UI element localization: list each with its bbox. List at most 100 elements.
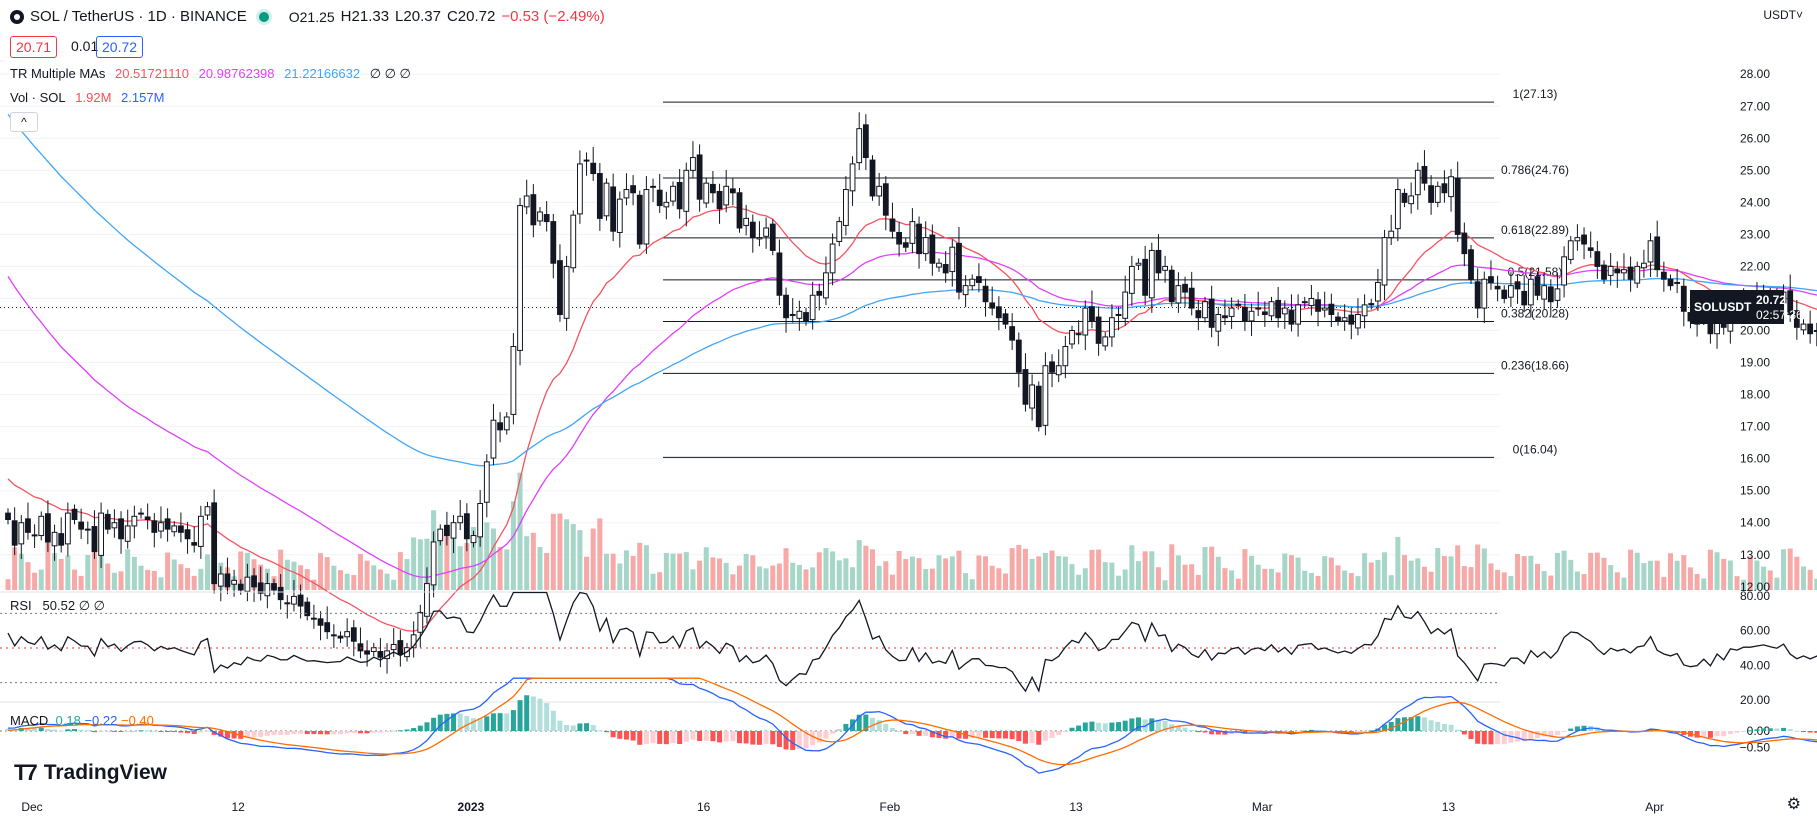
macd-histogram-bar [557, 720, 563, 731]
macd-histogram-bar [1382, 724, 1388, 731]
candle-body [809, 294, 816, 321]
candle-body [324, 622, 331, 633]
candle-body [783, 294, 789, 319]
volume-bar [1315, 575, 1321, 590]
volume-bar [1335, 565, 1341, 590]
volume-bar [823, 548, 829, 590]
candle-body [1674, 281, 1681, 284]
volume-bar [464, 543, 470, 590]
volume-bar [1102, 562, 1108, 590]
volume-bar [1049, 550, 1055, 590]
ma-legend[interactable]: TR Multiple MAs 20.51721110 20.98762398 … [10, 66, 417, 82]
macd-histogram-bar [916, 731, 922, 736]
volume-bar [863, 545, 869, 590]
volume-bar [1428, 571, 1434, 590]
volume-bar [1754, 560, 1760, 590]
tradingview-logo[interactable]: T7 TradingView [14, 760, 167, 786]
candle-body [723, 185, 730, 206]
macd-histogram-bar [1448, 724, 1454, 731]
macd-histogram-bar [304, 731, 310, 735]
volume-bar [1342, 570, 1348, 590]
volume-bar [284, 559, 290, 590]
macd-histogram-bar [32, 728, 38, 731]
fib-level-label: 0.786(24.76) [1501, 163, 1569, 177]
candle-body [1335, 316, 1341, 322]
volume-bar [989, 565, 995, 590]
volume-legend[interactable]: Vol · SOL 1.92M 2.157M [10, 90, 170, 105]
candle-body [882, 183, 889, 216]
macd-histogram-bar [1249, 731, 1255, 734]
macd-histogram-bar [1727, 731, 1733, 735]
price-axis[interactable]: 28.0027.0026.0025.0024.0023.0022.0021.00… [1740, 67, 1770, 594]
volume-bar [810, 567, 816, 590]
candle-body [1807, 323, 1814, 335]
macd-histogram-bar [663, 731, 669, 745]
candle-body [1454, 177, 1461, 235]
candle-body [477, 503, 484, 538]
volume-bar [1448, 556, 1454, 590]
buy-price-button[interactable]: 20.72 [96, 36, 144, 58]
macd-histogram-bar [730, 731, 736, 742]
candle-body [1128, 265, 1135, 294]
candle-body [610, 186, 617, 232]
candle-body [38, 515, 45, 537]
volume-bar [1209, 546, 1215, 590]
candle-body [1614, 268, 1621, 274]
volume-bar [111, 572, 117, 590]
volume-bar [1109, 562, 1115, 590]
candle-body [463, 513, 470, 540]
symbol-title[interactable]: SOL / TetherUS · 1D · BINANCE [30, 8, 247, 25]
macd-histogram-bar [1109, 722, 1115, 731]
macd-histogram-bar [411, 728, 417, 731]
macd-histogram-bar [776, 731, 782, 747]
volume-bar [1189, 564, 1195, 590]
macd-histogram-bar [477, 718, 483, 731]
volume-bar [1421, 566, 1427, 590]
macd-histogram-bar [969, 731, 975, 739]
volume-bar [909, 556, 915, 590]
macd-histogram-bar [58, 730, 64, 732]
candle-body [749, 221, 756, 239]
volume-bar [344, 573, 350, 590]
volume-bar [1302, 570, 1308, 590]
macd-histogram-bar [1368, 730, 1374, 732]
macd-histogram-bar [1801, 731, 1806, 732]
macd-legend[interactable]: MACD 0.18 −0.22 −0.40 [10, 713, 154, 728]
ohlc-open: O21.25 [288, 8, 335, 25]
time-tick-label: 13 [1069, 800, 1083, 814]
currency-selector[interactable]: USDT˅ [1763, 8, 1803, 22]
time-axis[interactable]: Dec12202316Feb13Mar13Apr17May15Jun12Jul [21, 800, 1817, 814]
candle-body [204, 506, 211, 516]
candle-body [1793, 310, 1800, 328]
price-tick-label: 26.00 [1740, 131, 1770, 145]
rsi-legend[interactable]: RSI 50.52 ∅ ∅ [10, 598, 105, 614]
rsi-pane: 80.00 60.00 40.00 20.00 [0, 589, 1817, 707]
candle-body [803, 312, 809, 322]
volume-bar [1249, 555, 1255, 590]
candle-body [710, 183, 716, 194]
volume-bar [1056, 556, 1062, 590]
candle-body [1514, 281, 1521, 290]
candle-body [45, 513, 51, 543]
candle-body [417, 611, 424, 633]
volume-bar [1362, 553, 1368, 590]
macd-histogram-bar [896, 731, 902, 732]
macd-histogram-bar [1495, 731, 1501, 745]
volume-legend-name: Vol · SOL [10, 90, 66, 105]
macd-histogram-bar [1761, 728, 1767, 731]
candle-body [1501, 289, 1508, 299]
candle-body [271, 583, 277, 591]
candle-body [1448, 176, 1454, 198]
macd-histogram-bar [830, 731, 836, 734]
collapse-legend-button[interactable]: ^ [10, 112, 38, 132]
volume-bar [364, 560, 370, 590]
sell-price-button[interactable]: 20.71 [10, 36, 58, 58]
macd-histogram-bar [484, 716, 490, 731]
volume-bar [158, 577, 164, 590]
volume-bar [72, 569, 77, 590]
volume-bar [1255, 564, 1261, 590]
candle-body [736, 192, 743, 229]
settings-gear-icon[interactable]: ⚙ [1786, 796, 1801, 813]
volume-bar [1295, 557, 1301, 590]
